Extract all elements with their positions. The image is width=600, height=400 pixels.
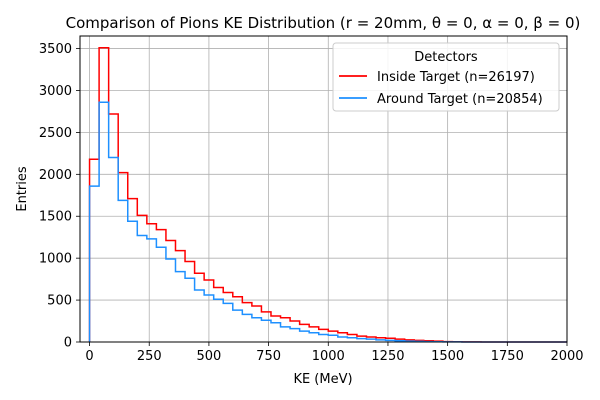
y-tick-label: 2000 bbox=[39, 168, 72, 183]
y-tick-label: 3500 bbox=[39, 42, 72, 57]
x-tick-label: 1250 bbox=[371, 349, 404, 364]
x-tick-label: 0 bbox=[85, 349, 93, 364]
legend-label-around-target: Around Target (n=20854) bbox=[377, 92, 543, 107]
y-tick-label: 3000 bbox=[39, 84, 72, 99]
x-tick-label: 1000 bbox=[312, 349, 345, 364]
x-tick-label: 2000 bbox=[550, 349, 583, 364]
plot-frame bbox=[79, 35, 568, 343]
x-tick-label: 1500 bbox=[431, 349, 464, 364]
x-tick-label: 750 bbox=[256, 349, 281, 364]
chart-title: Comparison of Pions KE Distribution (r =… bbox=[66, 14, 581, 32]
y-tick-label: 500 bbox=[47, 294, 72, 309]
y-axis-label: Entries bbox=[15, 166, 30, 212]
x-tick-label: 250 bbox=[137, 349, 162, 364]
y-tick-label: 0 bbox=[64, 336, 72, 351]
x-tick-label: 1750 bbox=[491, 349, 524, 364]
legend-title: Detectors bbox=[414, 50, 478, 65]
legend-label-inside-target: Inside Target (n=26197) bbox=[377, 70, 535, 85]
x-tick-label: 500 bbox=[196, 349, 221, 364]
y-tick-label: 1000 bbox=[39, 252, 72, 267]
legend-box bbox=[332, 42, 560, 112]
legend: Detectors Inside Target (n=26197) Around… bbox=[332, 42, 560, 112]
x-axis-label: KE (MeV) bbox=[293, 372, 352, 387]
y-tick-label: 1500 bbox=[39, 210, 72, 225]
axis-ticks: 0 250 500 750 1000 1250 1500 1750 2000 0 500 1000 15… bbox=[39, 42, 584, 364]
y-tick-label: 2500 bbox=[39, 126, 72, 141]
